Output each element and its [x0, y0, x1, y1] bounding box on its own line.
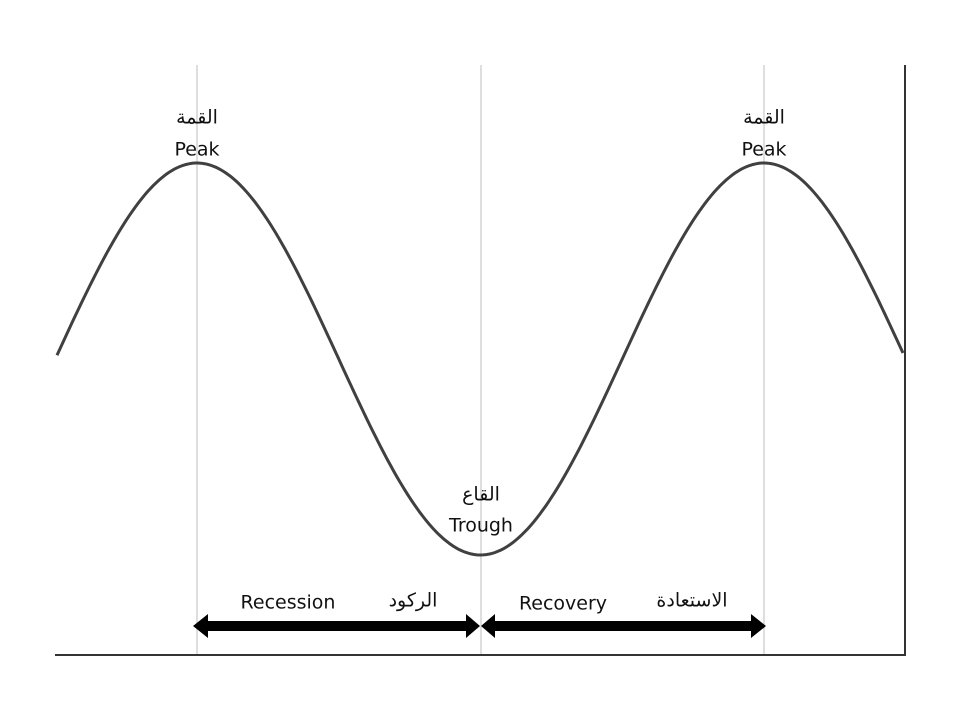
guide-lines: [196, 65, 765, 655]
recession-arrow: [193, 614, 480, 638]
recovery-label: Recovery: [519, 593, 607, 615]
phase-arrows: [193, 614, 766, 638]
trough-label: Trough: [448, 515, 513, 537]
peak-arabic: القمة: [176, 107, 218, 129]
peak-arabic: القمة: [743, 107, 785, 129]
recovery-arrow: [481, 614, 766, 638]
recession-arabic: الركود: [389, 590, 438, 612]
cycle-curve: [55, 161, 905, 557]
trough-arabic: القاع: [462, 484, 500, 506]
recovery-arabic: الاستعادة: [656, 590, 727, 612]
peak-label: Peak: [174, 139, 219, 161]
peak-label: Peak: [741, 139, 786, 161]
recession-label: Recession: [241, 592, 336, 614]
